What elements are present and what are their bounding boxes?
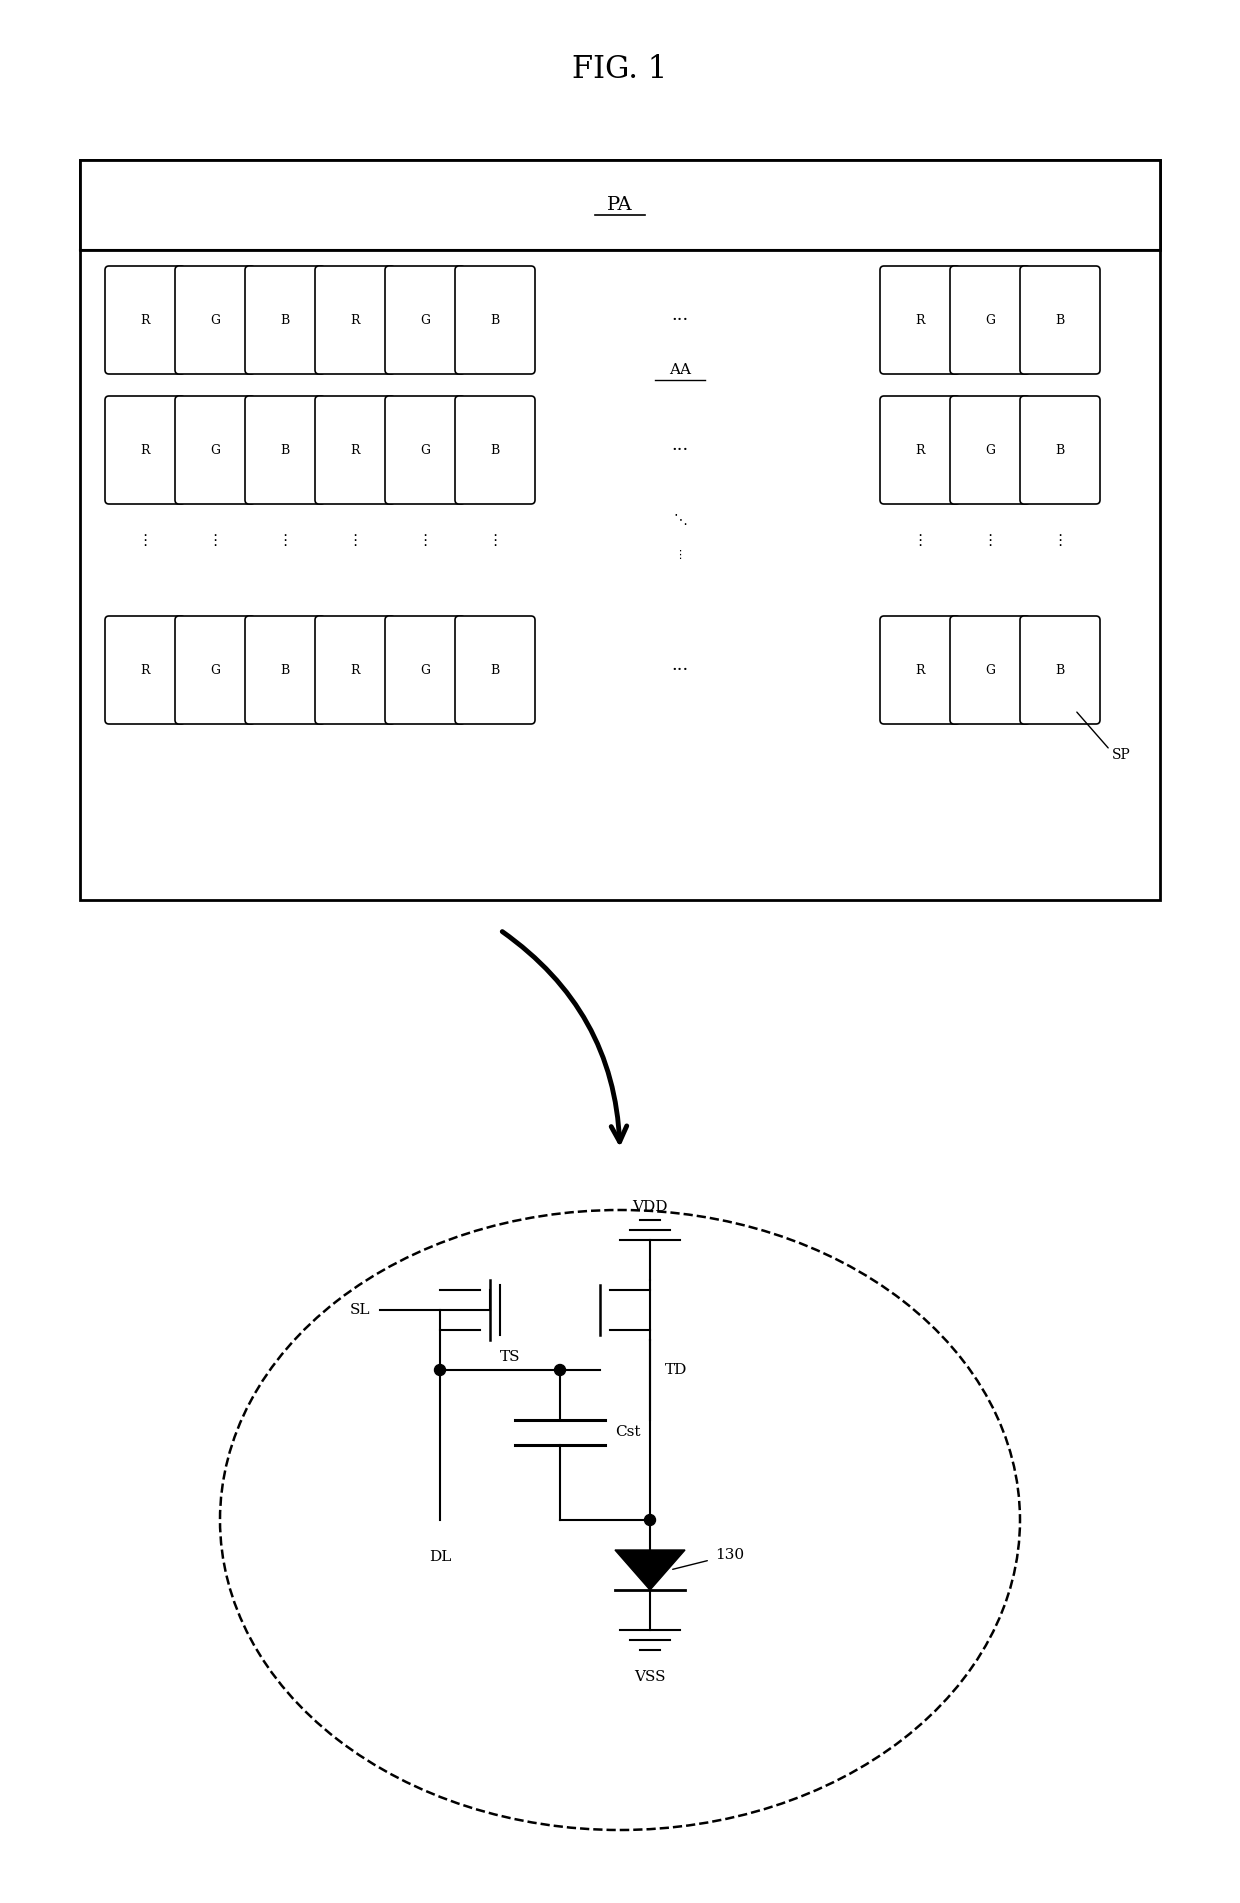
- Text: G: G: [420, 314, 430, 327]
- FancyBboxPatch shape: [175, 617, 255, 723]
- FancyBboxPatch shape: [105, 617, 185, 723]
- Text: B: B: [1055, 443, 1065, 457]
- FancyBboxPatch shape: [246, 396, 325, 504]
- Text: ⋮: ⋮: [278, 533, 293, 548]
- FancyBboxPatch shape: [384, 266, 465, 375]
- Text: PA: PA: [608, 196, 632, 213]
- Ellipse shape: [219, 1210, 1021, 1831]
- Text: FIG. 1: FIG. 1: [573, 55, 667, 86]
- FancyBboxPatch shape: [246, 266, 325, 375]
- Text: B: B: [280, 314, 290, 327]
- Text: VDD: VDD: [632, 1201, 668, 1214]
- Text: TS: TS: [500, 1349, 521, 1364]
- FancyBboxPatch shape: [315, 396, 396, 504]
- Text: B: B: [490, 314, 500, 327]
- Text: R: R: [350, 314, 360, 327]
- Text: ⋮: ⋮: [418, 533, 433, 548]
- Text: B: B: [490, 443, 500, 457]
- FancyBboxPatch shape: [455, 617, 534, 723]
- Text: G: G: [420, 664, 430, 676]
- FancyBboxPatch shape: [1021, 266, 1100, 375]
- Text: ⋮: ⋮: [982, 533, 998, 548]
- Text: ⋮: ⋮: [207, 533, 223, 548]
- Text: R: R: [350, 443, 360, 457]
- Text: ⋮: ⋮: [675, 550, 686, 559]
- FancyBboxPatch shape: [105, 396, 185, 504]
- Text: ⋮: ⋮: [487, 533, 502, 548]
- FancyBboxPatch shape: [950, 617, 1030, 723]
- Bar: [81, 160, 1159, 249]
- Text: R: R: [350, 664, 360, 676]
- FancyBboxPatch shape: [315, 266, 396, 375]
- Text: ···: ···: [671, 660, 688, 679]
- FancyBboxPatch shape: [105, 266, 185, 375]
- Text: TD: TD: [665, 1363, 687, 1378]
- Text: B: B: [280, 664, 290, 676]
- Text: R: R: [915, 314, 925, 327]
- Polygon shape: [615, 1551, 684, 1591]
- FancyBboxPatch shape: [950, 266, 1030, 375]
- Text: G: G: [985, 314, 994, 327]
- Text: SP: SP: [1112, 748, 1131, 761]
- FancyBboxPatch shape: [315, 617, 396, 723]
- Text: R: R: [915, 664, 925, 676]
- Text: R: R: [140, 443, 150, 457]
- FancyBboxPatch shape: [246, 617, 325, 723]
- Text: ···: ···: [671, 310, 688, 329]
- Circle shape: [645, 1515, 656, 1526]
- Text: SL: SL: [350, 1304, 370, 1317]
- Text: B: B: [490, 664, 500, 676]
- Text: ⋱: ⋱: [673, 514, 687, 527]
- FancyBboxPatch shape: [880, 617, 960, 723]
- Text: B: B: [1055, 664, 1065, 676]
- Text: ⋮: ⋮: [138, 533, 153, 548]
- Bar: [81, 160, 1159, 900]
- Circle shape: [434, 1364, 445, 1376]
- Text: G: G: [210, 314, 219, 327]
- Text: 130: 130: [715, 1547, 744, 1562]
- Text: G: G: [985, 443, 994, 457]
- FancyBboxPatch shape: [950, 396, 1030, 504]
- Text: R: R: [140, 664, 150, 676]
- Text: DL: DL: [429, 1551, 451, 1564]
- Text: ⋮: ⋮: [347, 533, 362, 548]
- Text: ⋮: ⋮: [1053, 533, 1068, 548]
- Text: R: R: [140, 314, 150, 327]
- Text: R: R: [915, 443, 925, 457]
- Text: B: B: [1055, 314, 1065, 327]
- FancyBboxPatch shape: [1021, 396, 1100, 504]
- Text: VSS: VSS: [634, 1671, 666, 1684]
- Text: G: G: [420, 443, 430, 457]
- FancyBboxPatch shape: [880, 266, 960, 375]
- Text: Cst: Cst: [615, 1425, 641, 1439]
- Text: G: G: [210, 664, 219, 676]
- FancyBboxPatch shape: [455, 396, 534, 504]
- Text: G: G: [985, 664, 994, 676]
- FancyBboxPatch shape: [175, 396, 255, 504]
- FancyBboxPatch shape: [455, 266, 534, 375]
- Text: AA: AA: [670, 363, 691, 377]
- Text: G: G: [210, 443, 219, 457]
- Text: B: B: [280, 443, 290, 457]
- FancyBboxPatch shape: [880, 396, 960, 504]
- FancyBboxPatch shape: [384, 617, 465, 723]
- FancyBboxPatch shape: [384, 396, 465, 504]
- FancyBboxPatch shape: [1021, 617, 1100, 723]
- Text: ⋮: ⋮: [913, 533, 928, 548]
- Text: ···: ···: [671, 441, 688, 459]
- Circle shape: [554, 1364, 565, 1376]
- FancyBboxPatch shape: [175, 266, 255, 375]
